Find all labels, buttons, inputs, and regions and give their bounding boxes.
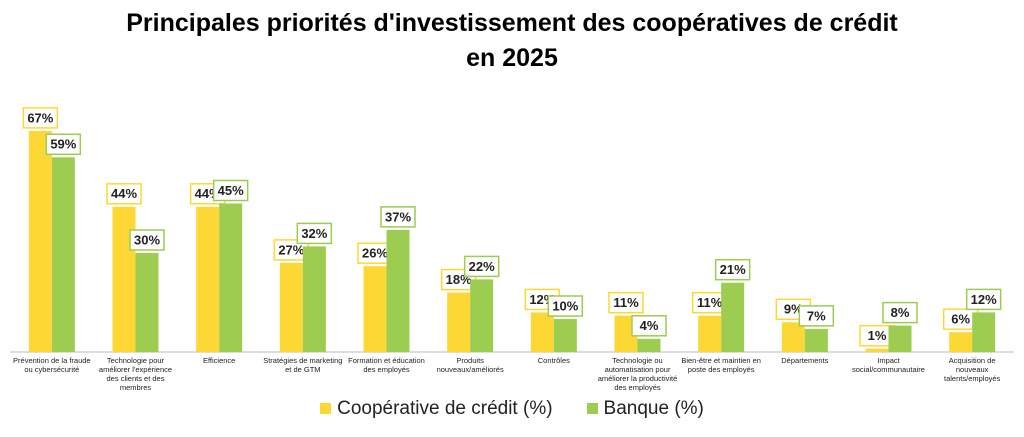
bar: [865, 348, 889, 352]
legend: Coopérative de crédit (%) Banque (%): [0, 398, 1024, 420]
value-label: 11%: [613, 295, 639, 310]
x-label-box: Technologie pour améliorer l'expérience …: [98, 356, 173, 392]
bar: [112, 206, 136, 352]
bar: [470, 279, 494, 352]
value-label: 27%: [278, 242, 304, 257]
x-tick-label: Acquisition de nouveaux talents/employés: [944, 356, 1001, 383]
bar: [196, 206, 220, 352]
x-tick-label: Impact social/communautaire: [852, 356, 925, 374]
bar: [447, 292, 471, 352]
value-label: 11%: [697, 295, 723, 310]
value-label-box: [296, 222, 333, 245]
legend-item: Coopérative de crédit (%): [320, 398, 553, 420]
value-label-box: [882, 301, 918, 324]
value-label-box: [106, 183, 142, 205]
x-label-box: Impact social/communautaire: [852, 356, 925, 374]
bar: [698, 315, 722, 352]
title-box: Principales priorités d'investissement d…: [126, 9, 898, 72]
value-label-box: [380, 206, 416, 228]
value-label: 6%: [951, 312, 970, 327]
value-label-box: [129, 229, 165, 251]
x-label-box: Technologie ou automatisation pour améli…: [597, 356, 678, 392]
x-label-box: Départements: [781, 356, 829, 365]
bar: [28, 130, 52, 352]
legend-box: Coopérative de crédit (%) Banque (%): [0, 398, 1024, 420]
value-label: 59%: [50, 137, 76, 152]
bar: [279, 262, 303, 352]
bar: [637, 338, 661, 352]
bar: [51, 157, 75, 352]
bar: [949, 332, 973, 352]
bar: [553, 319, 577, 352]
bar: [302, 246, 326, 352]
x-tick-label: Prévention de la fraude ou cybersécurité: [13, 356, 91, 374]
value-label-box: [965, 288, 1002, 311]
value-label: 10%: [552, 298, 578, 313]
bar: [363, 266, 387, 352]
value-label-box: [798, 305, 835, 327]
value-label: 12%: [971, 292, 997, 307]
chart-title: Principales priorités d'investissement d…: [126, 9, 898, 72]
legend-label: Coopérative de crédit (%): [337, 398, 553, 419]
x-tick-label: Départements: [781, 356, 829, 365]
x-label-box: Contrôles: [537, 356, 570, 365]
value-label: 22%: [469, 259, 495, 274]
legend-swatch: [320, 403, 332, 414]
legend-swatch: [586, 403, 598, 414]
x-tick-label: Bien-être et maintien en poste des emplo…: [681, 356, 761, 374]
value-label: 9%: [784, 302, 803, 317]
bar: [781, 322, 805, 352]
x-label-box: Bien-être et maintien en poste des emplo…: [681, 356, 761, 374]
legend-label: Banque (%): [603, 398, 704, 419]
x-label-box: Acquisition de nouveaux talents/employés: [944, 356, 1001, 383]
x-tick-label: Technologie ou automatisation pour améli…: [597, 356, 678, 392]
x-tick-label: Contrôles: [537, 356, 570, 365]
x-tick-label: Efficience: [202, 356, 236, 365]
value-label: 44%: [111, 186, 137, 201]
value-label-box: [547, 295, 584, 317]
value-label-box: [714, 258, 751, 281]
value-label: 4%: [640, 318, 659, 333]
value-label-box: [631, 315, 667, 337]
value-label: 67%: [27, 110, 53, 125]
value-label-box: [212, 179, 249, 202]
value-label: 37%: [385, 209, 411, 224]
bar: [135, 253, 159, 352]
value-label: 26%: [362, 246, 388, 261]
x-label-box: Produits nouveaux/améliorés: [436, 356, 504, 374]
value-label: 32%: [301, 226, 327, 241]
value-label: 30%: [134, 232, 160, 247]
x-label-box: Prévention de la fraude ou cybersécurité: [13, 356, 91, 374]
bar: [804, 328, 828, 352]
value-label: 45%: [218, 183, 244, 198]
value-label: 1%: [868, 328, 887, 343]
bar: [888, 325, 912, 352]
bar: [386, 229, 410, 352]
x-label-box: Stratégies de marketing et de GTM: [263, 356, 343, 374]
x-tick-label: Stratégies de marketing et de GTM: [263, 356, 343, 374]
x-tick-label: Produits nouveaux/améliorés: [436, 356, 504, 374]
value-label: 7%: [807, 308, 826, 323]
value-label-box: [45, 133, 82, 156]
bar: [530, 312, 554, 352]
x-tick-label: Formation et éducation des employés: [348, 356, 425, 374]
value-label-box: [22, 107, 59, 129]
value-label-box: [608, 291, 644, 314]
value-label: 8%: [891, 305, 910, 320]
bar: [219, 203, 243, 352]
x-tick-label: Technologie pour améliorer l'expérience …: [98, 356, 173, 392]
x-label-box: Formation et éducation des employés: [348, 356, 425, 374]
value-label: 21%: [720, 262, 746, 277]
value-label-box: [463, 255, 500, 278]
bar: [721, 282, 745, 352]
x-label-box: Efficience: [202, 356, 236, 365]
bar: [972, 312, 996, 352]
legend-item: Banque (%): [586, 398, 704, 420]
